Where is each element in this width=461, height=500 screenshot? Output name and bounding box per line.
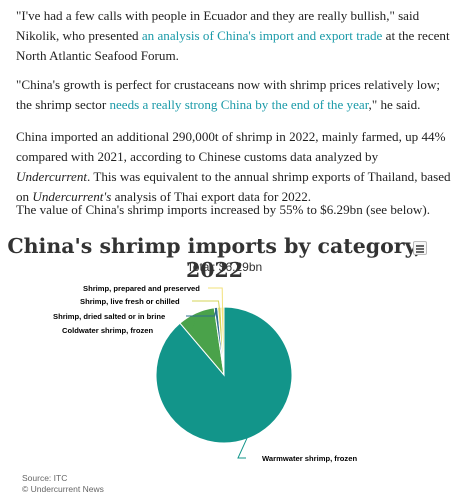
paragraph-2-text-end: ," he said. xyxy=(368,97,421,112)
strong-china-link[interactable]: needs a really strong China by the end o… xyxy=(109,97,369,112)
slice-connector-line xyxy=(208,287,224,309)
slice-label: Shrimp, live fresh or chilled xyxy=(80,297,180,306)
paragraph-3-text-mid: . This was equivalent to the annual shri… xyxy=(16,169,451,204)
paragraph-2-text: "China's growth is perfect for crustacea… xyxy=(16,77,441,112)
paragraph-2: "China's growth is perfect for crustacea… xyxy=(16,75,452,115)
paragraph-3-text: China imported an additional 290,000t of… xyxy=(16,129,446,164)
chart-source: Source: ITC xyxy=(22,473,68,483)
chart-title: China's shrimp imports by category, 2022 xyxy=(0,234,461,282)
chart-title-text: China's shrimp imports by category, 2022 xyxy=(7,234,422,282)
slice-connector-line xyxy=(192,300,220,309)
chart-credit: © Undercurrent News xyxy=(22,484,104,494)
pie-chart: Warmwater shrimp, frozen Coldwater shrimp… xyxy=(53,284,357,463)
paragraph-3: China imported an additional 290,000t of… xyxy=(16,127,452,207)
paragraph-4: The value of China's shrimp imports incr… xyxy=(16,202,430,217)
slice-connector-line xyxy=(186,313,197,330)
paragraph-1-text-end: at the recent North Atlantic Seafood For… xyxy=(16,28,450,63)
undercurrents-italic: Undercurrent's xyxy=(32,189,112,204)
paragraph-1-text: "I've had a few calls with people in Ecu… xyxy=(16,8,420,43)
slice-connector-line xyxy=(237,437,248,459)
slice-label: Shrimp, dried salted or in brine xyxy=(53,312,165,321)
slice-label: Shrimp, prepared and preserved xyxy=(83,284,200,293)
undercurrent-italic: Undercurrent xyxy=(16,169,88,184)
slice-label: Coldwater shrimp, frozen xyxy=(62,326,153,335)
chart-credits: Source: ITC © Undercurrent News xyxy=(22,473,104,495)
import-export-analysis-link[interactable]: an analysis of China's import and export… xyxy=(141,28,383,43)
paragraph-1: "I've had a few calls with people in Ecu… xyxy=(16,6,452,66)
chart-menu-icon[interactable] xyxy=(413,241,427,255)
slice-label: Warmwater shrimp, frozen xyxy=(262,454,357,463)
paragraph-3-text-end: analysis of Thai export data for 2022. xyxy=(111,189,312,204)
slice-connector-line xyxy=(186,308,217,317)
chart-subtitle: Total: $6.29bn xyxy=(186,260,263,274)
